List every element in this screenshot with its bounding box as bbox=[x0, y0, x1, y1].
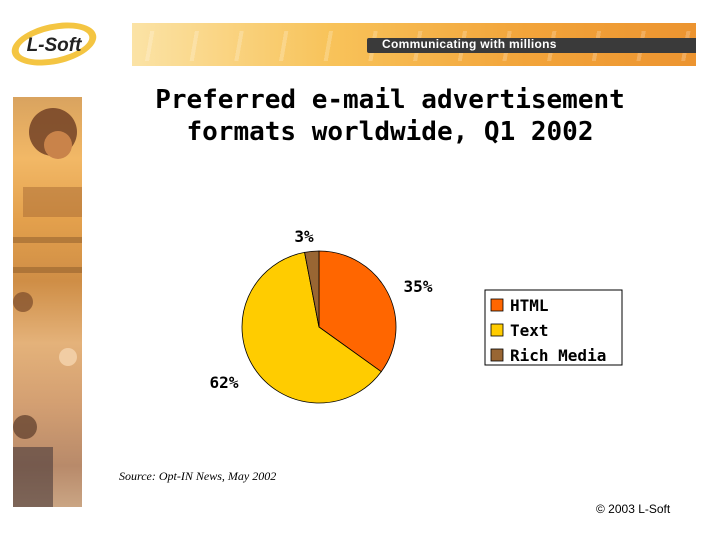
legend-swatch-text bbox=[490, 323, 504, 337]
pie-slice-rich-media bbox=[304, 250, 320, 328]
source-note: Source: Opt-IN News, May 2002 bbox=[119, 469, 277, 483]
pie-slice-text bbox=[241, 251, 382, 404]
legend-label-text: Text bbox=[510, 321, 549, 340]
legend-label-html: HTML bbox=[510, 296, 549, 315]
header-banner: Communicating with millions bbox=[132, 23, 696, 66]
legend-box bbox=[484, 289, 623, 366]
pie-slice-html bbox=[318, 250, 397, 373]
title-line-2: formats worldwide, Q1 2002 bbox=[186, 117, 594, 147]
tagline: Communicating with millions bbox=[382, 37, 557, 51]
title-line-1: Preferred e-mail advertisement bbox=[155, 85, 625, 115]
svg-text:L-Soft: L-Soft bbox=[27, 35, 83, 56]
data-label-html: 35% bbox=[404, 277, 433, 296]
legend-swatch-html bbox=[490, 298, 504, 312]
slide-title: Preferred e-mail advertisement formats w… bbox=[100, 84, 680, 148]
legend-label-rich-media: Rich Media bbox=[510, 346, 606, 365]
copyright: © 2003 L-Soft bbox=[596, 502, 671, 516]
legend-swatch-rich-media bbox=[490, 348, 504, 362]
data-label-text: 62% bbox=[210, 373, 239, 392]
side-photo-strip bbox=[13, 97, 82, 507]
chart-legend: HTML Text Rich Media bbox=[484, 289, 623, 366]
tagline-bar bbox=[367, 38, 696, 53]
data-label-rich-media: 3% bbox=[294, 227, 314, 246]
l-soft-logo: L-Soft bbox=[11, 22, 97, 66]
